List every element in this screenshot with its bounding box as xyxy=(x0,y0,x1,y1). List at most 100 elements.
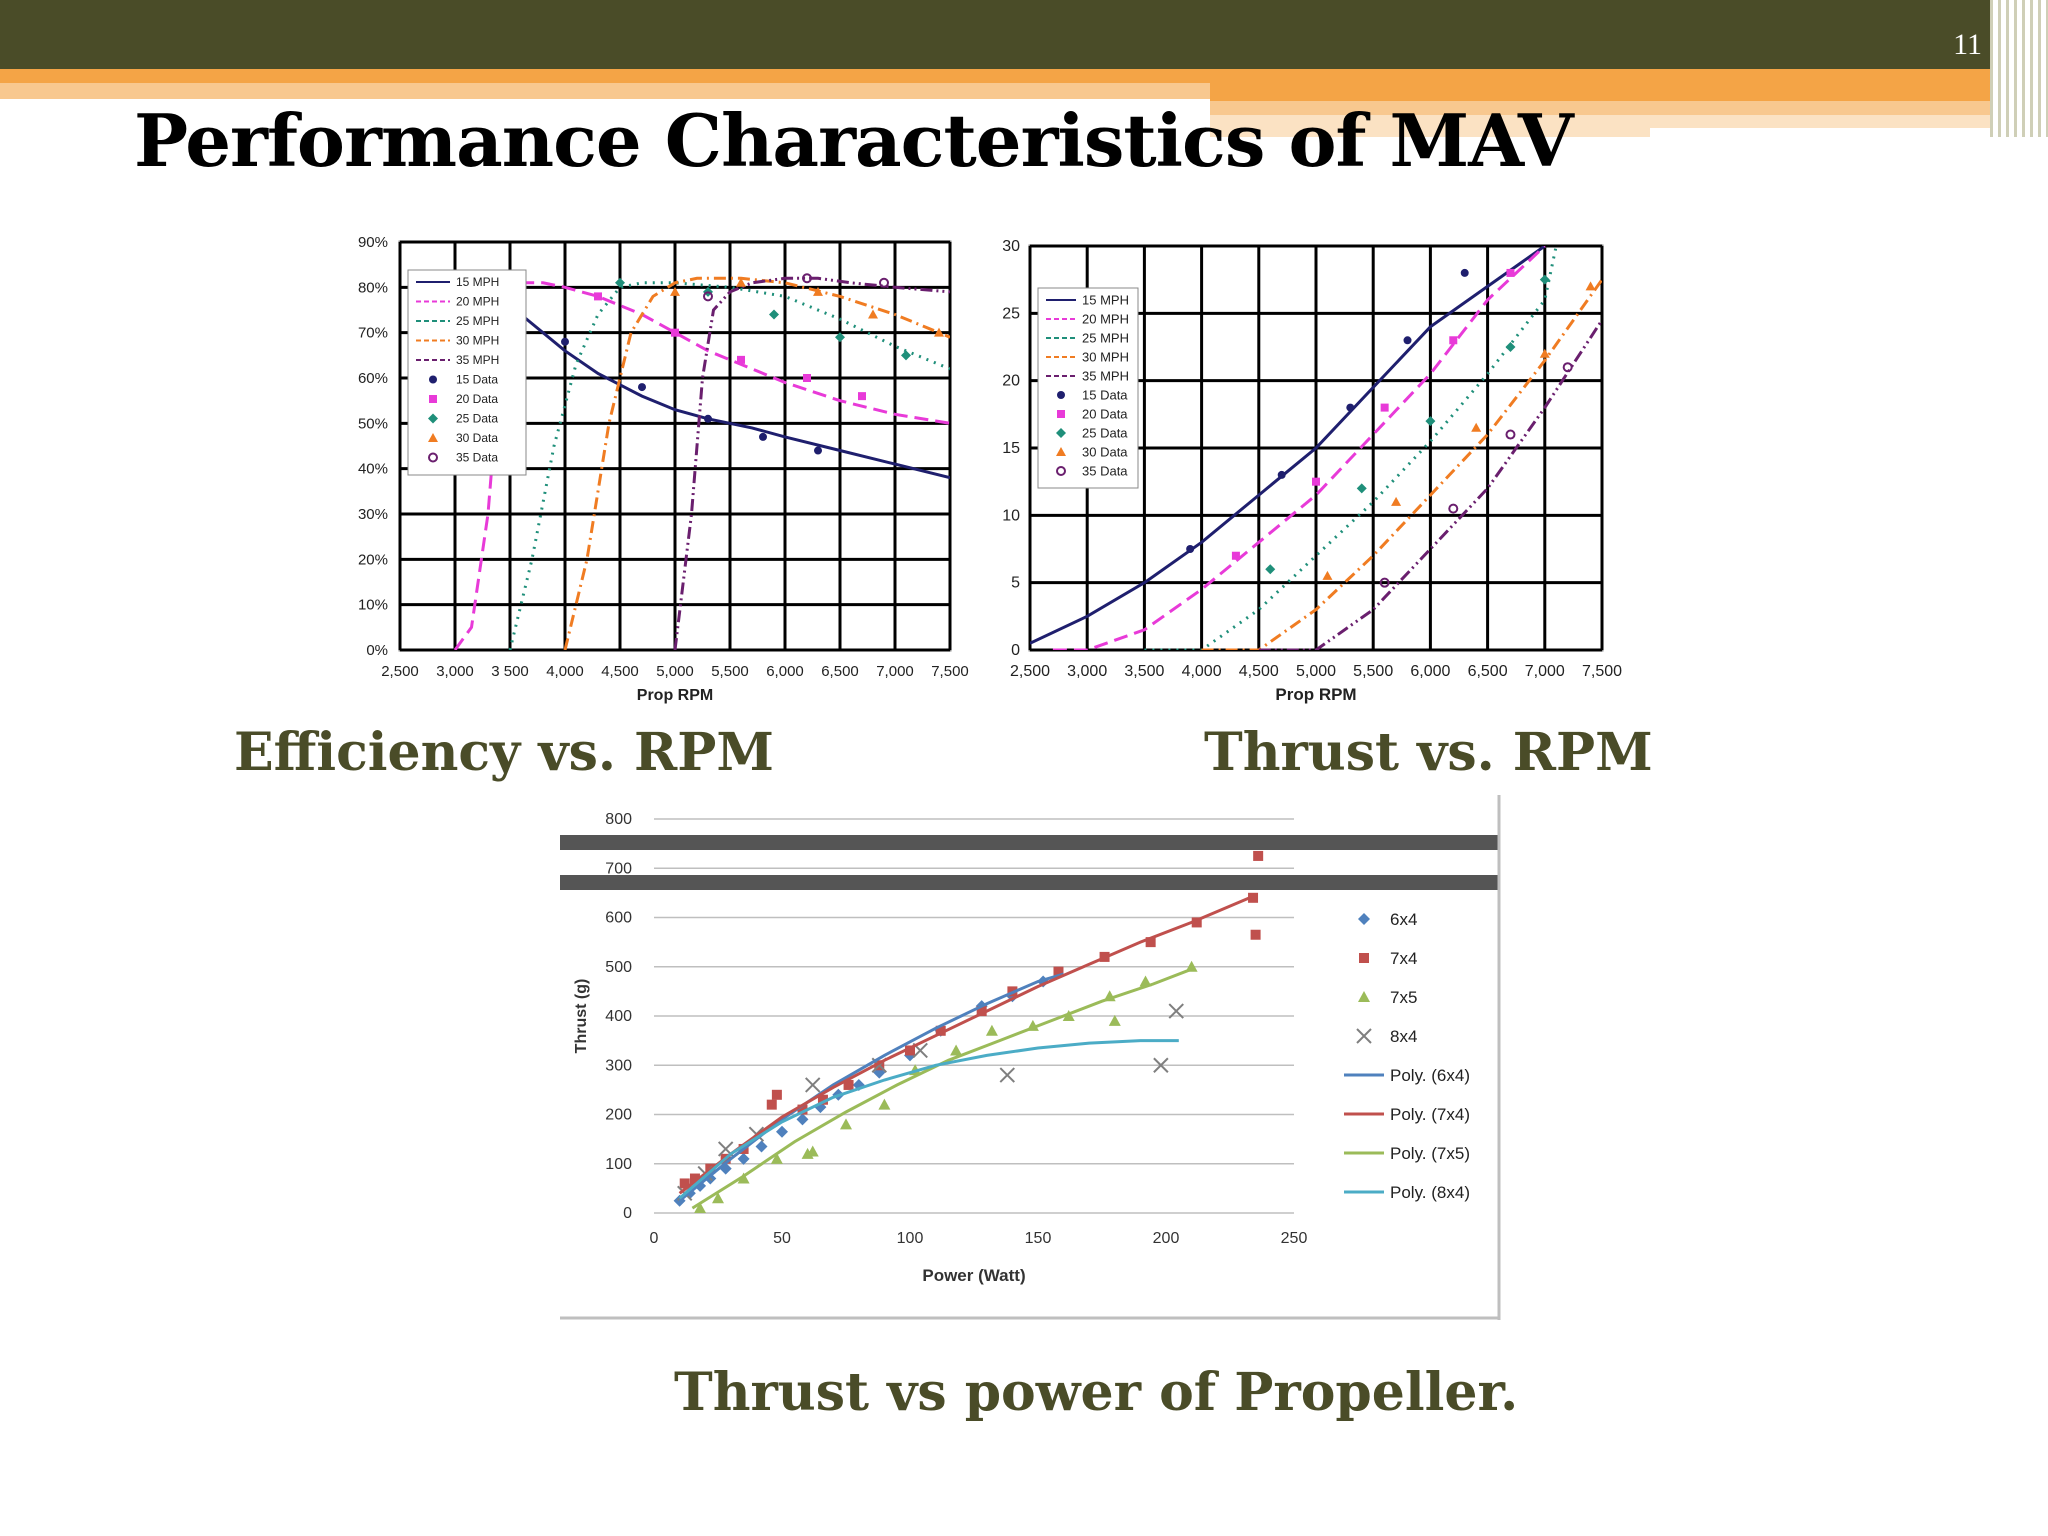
header-stripe-light xyxy=(0,83,1210,99)
legend-label-20-mph: 20 MPH xyxy=(456,295,499,309)
data-point-20-data xyxy=(594,292,602,301)
data-point-8x4 xyxy=(1168,1003,1184,1019)
data-point-7x4 xyxy=(1145,937,1156,948)
x-tick-label: 5,500 xyxy=(1353,663,1393,680)
data-point-7x4 xyxy=(797,1104,808,1115)
legend-label-7x4: 7x4 xyxy=(1390,949,1417,968)
data-point-15-data xyxy=(1277,470,1286,479)
x-tick-label: 3,000 xyxy=(1067,663,1107,680)
data-point-15-data xyxy=(759,432,767,441)
x-tick-label: 6,000 xyxy=(1410,663,1450,680)
legend-marker-30-data xyxy=(1056,447,1066,456)
legend-label-35-mph: 35 MPH xyxy=(456,353,499,367)
legend-marker-25-data xyxy=(428,413,438,424)
data-point-7x4 xyxy=(843,1079,854,1090)
series-line-poly-7x4 xyxy=(678,893,1257,1195)
data-point-15-data xyxy=(1403,336,1412,345)
x-tick-label: 3,000 xyxy=(436,663,474,680)
data-point-30-data xyxy=(813,286,823,296)
x-tick-label: 4,500 xyxy=(601,663,639,680)
legend-label-poly-8x4: Poly. (8x4) xyxy=(1390,1183,1470,1202)
header-stripe-right xyxy=(1210,69,2000,101)
legend: 6x4 7x4 7x5 8x4 Poly. (6x4) Poly. (7x4) Poly. … xyxy=(1344,910,1470,1202)
x-tick-label: 7,000 xyxy=(876,663,914,680)
legend-marker-35-data xyxy=(1056,466,1066,476)
x-tick-label: 3 500 xyxy=(491,663,529,680)
data-point-15-data xyxy=(814,446,822,455)
data-point-35-data xyxy=(1562,362,1573,373)
x-tick-label: 200 xyxy=(1153,1230,1180,1247)
legend-label-30-mph: 30 MPH xyxy=(456,334,499,348)
legend-marker-15-data xyxy=(429,375,437,384)
data-point-20-data xyxy=(858,392,866,401)
legend: 15 MPH 20 MPH 25 MPH 30 MPH 35 MPH 15 Data 20 … xyxy=(407,269,527,476)
data-point-35-data xyxy=(703,291,713,302)
x-tick-label: 2,500 xyxy=(381,663,419,680)
legend-label-15-mph: 15 MPH xyxy=(1082,293,1129,308)
efficiency-chart: 0% 10% 20% 30% 40% 50% 60% 70% 80% 90% 2,500 3,000 3… xyxy=(358,234,969,704)
legend-label-poly-7x5: Poly. (7x5) xyxy=(1390,1144,1470,1163)
data-point-35-data xyxy=(802,273,812,284)
legend-label-25-mph: 25 MPH xyxy=(456,314,499,328)
y-tick-label: 10 xyxy=(1002,507,1020,524)
x-tick-label: 150 xyxy=(1025,1230,1052,1247)
data-point-7x4 xyxy=(771,1089,782,1100)
caption-thrust-rpm: Thrust vs. RPM xyxy=(1204,722,1653,783)
legend-label-25-data: 25 Data xyxy=(456,412,498,426)
y-tick-label: 10% xyxy=(358,597,388,614)
legend-label-35-data: 35 Data xyxy=(1082,464,1128,479)
y-axis-label: Thrust (g) xyxy=(573,979,590,1054)
data-point-15-data xyxy=(561,337,569,346)
y-tick-label: 500 xyxy=(605,959,632,976)
y-tick-label: 800 xyxy=(605,811,632,828)
data-point-6x4 xyxy=(873,1066,886,1079)
y-tick-label: 700 xyxy=(605,860,632,877)
data-point-15-data xyxy=(638,383,646,392)
x-axis-label: Power (Watt) xyxy=(922,1266,1025,1285)
legend-marker-20-data xyxy=(429,395,437,403)
data-point-30-data xyxy=(736,277,746,287)
legend-label-20-data: 20 Data xyxy=(1082,407,1128,422)
data-point-6x4 xyxy=(694,1179,707,1192)
x-tick-label: 4,000 xyxy=(546,663,584,680)
y-tick-label: 20% xyxy=(358,551,388,568)
series-line-30-mph xyxy=(563,276,950,650)
data-point-7x4 xyxy=(976,1006,987,1017)
x-tick-label: 4,000 xyxy=(1182,663,1222,680)
data-point-15-data xyxy=(1346,403,1355,412)
x-tick-label: 6,500 xyxy=(821,663,859,680)
y-tick-label: 400 xyxy=(605,1008,632,1025)
data-point-25-data xyxy=(1425,416,1436,427)
data-point-7x4 xyxy=(817,1094,828,1105)
data-point-20-data xyxy=(671,328,679,337)
y-tick-label: 40% xyxy=(358,461,388,478)
thrust-power-chart: 0 100 200 300 400 500 600 700 800 0 50 100 150 200 250… xyxy=(560,795,1501,1320)
caption-efficiency: Efficiency vs. RPM xyxy=(234,722,774,783)
legend-label-35-data: 35 Data xyxy=(456,451,498,465)
series-line-25-mph xyxy=(1144,246,1558,650)
header-bar xyxy=(0,0,2048,69)
x-tick-label: 7,500 xyxy=(931,663,969,680)
legend-label-20-mph: 20 MPH xyxy=(1082,312,1129,327)
data-point-7x5 xyxy=(1139,975,1152,987)
data-point-7x4 xyxy=(935,1025,946,1036)
data-point-30-data xyxy=(1585,281,1596,291)
data-point-8x4 xyxy=(1153,1057,1169,1073)
series-line-poly-7x5 xyxy=(691,967,1193,1210)
legend-label-8x4: 8x4 xyxy=(1390,1027,1417,1046)
legend-label-poly-7x4: Poly. (7x4) xyxy=(1390,1105,1470,1124)
thrust-rpm-chart: 0 5 10 15 20 25 30 2,500 3,000 3,500 4,000 4,500 5,0… xyxy=(1002,238,1622,704)
series-line-poly-8x4 xyxy=(678,1039,1179,1200)
legend-marker-25-data xyxy=(1056,428,1066,438)
legend-label-15-mph: 15 MPH xyxy=(456,275,499,289)
y-tick-label: 15 xyxy=(1002,440,1020,457)
data-point-25-data xyxy=(1505,342,1516,352)
header-stripe-right-light xyxy=(1210,101,2010,115)
data-point-20-data xyxy=(803,374,811,382)
x-tick-label: 3,500 xyxy=(1124,663,1164,680)
data-point-7x5 xyxy=(737,1172,750,1184)
legend-label-6x4: 6x4 xyxy=(1390,910,1417,929)
legend-marker-7x4 xyxy=(1359,953,1369,963)
data-point-7x5 xyxy=(878,1098,891,1110)
caption-thrust-power: Thrust vs power of Propeller. xyxy=(674,1362,1519,1423)
